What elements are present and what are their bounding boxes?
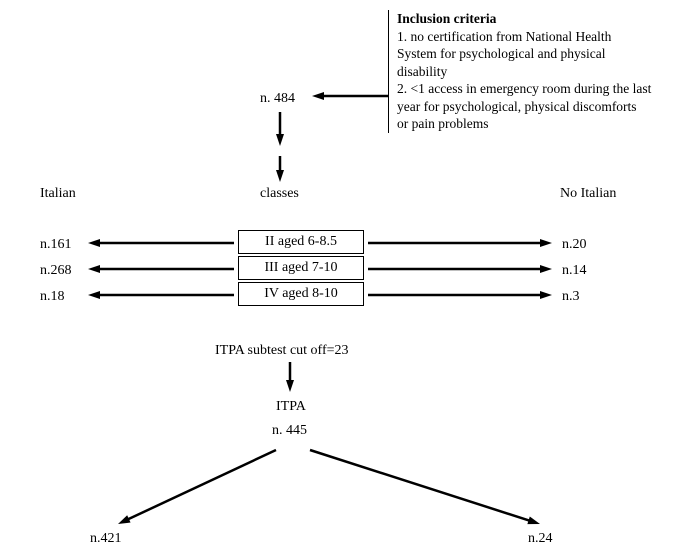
label-cutoff: ITPA subtest cut off=23 bbox=[215, 342, 349, 360]
inclusion-line3: disability bbox=[397, 64, 447, 79]
box-class-3: III aged 7-10 bbox=[238, 256, 364, 280]
label-n484: n. 484 bbox=[260, 90, 295, 108]
label-bottom-left: n.421 bbox=[90, 530, 122, 548]
label-bottom-right: n.24 bbox=[528, 530, 553, 548]
label-left-3: n.18 bbox=[40, 288, 65, 306]
box-class-2: II aged 6-8.5 bbox=[238, 230, 364, 254]
label-no-italian: No Italian bbox=[560, 185, 616, 203]
label-itpa: ITPA bbox=[276, 398, 306, 416]
box-class-4: IV aged 8-10 bbox=[238, 282, 364, 306]
inclusion-line6: or pain problems bbox=[397, 116, 488, 131]
label-left-1: n.161 bbox=[40, 236, 72, 254]
box-class-4-label: IV aged 8-10 bbox=[264, 286, 338, 302]
label-classes: classes bbox=[260, 185, 299, 203]
inclusion-line2: System for psychological and physical bbox=[397, 46, 605, 61]
box-class-3-label: III aged 7-10 bbox=[264, 260, 337, 276]
label-n445: n. 445 bbox=[272, 422, 307, 440]
box-class-2-label: II aged 6-8.5 bbox=[265, 234, 337, 250]
label-right-1: n.20 bbox=[562, 236, 587, 254]
label-right-2: n.14 bbox=[562, 262, 587, 280]
inclusion-line5: year for psychological, physical discomf… bbox=[397, 99, 637, 114]
label-italian: Italian bbox=[40, 185, 76, 203]
label-right-3: n.3 bbox=[562, 288, 580, 306]
inclusion-line1: 1. no certification from National Health bbox=[397, 29, 611, 44]
inclusion-line4: 2. <1 access in emergency room during th… bbox=[397, 81, 651, 96]
label-left-2: n.268 bbox=[40, 262, 72, 280]
flowchart: Inclusion criteria 1. no certification f… bbox=[0, 0, 684, 546]
inclusion-criteria: Inclusion criteria 1. no certification f… bbox=[388, 10, 677, 133]
inclusion-title: Inclusion criteria bbox=[397, 11, 496, 26]
